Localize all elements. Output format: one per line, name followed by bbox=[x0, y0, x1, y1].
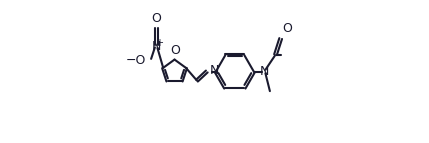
Text: N: N bbox=[209, 64, 219, 77]
Text: O: O bbox=[170, 44, 180, 57]
Text: O: O bbox=[283, 22, 293, 35]
Text: +: + bbox=[155, 38, 163, 48]
Text: N: N bbox=[151, 40, 161, 53]
Text: −O: −O bbox=[126, 54, 146, 67]
Text: N: N bbox=[260, 65, 269, 78]
Text: O: O bbox=[151, 12, 161, 25]
